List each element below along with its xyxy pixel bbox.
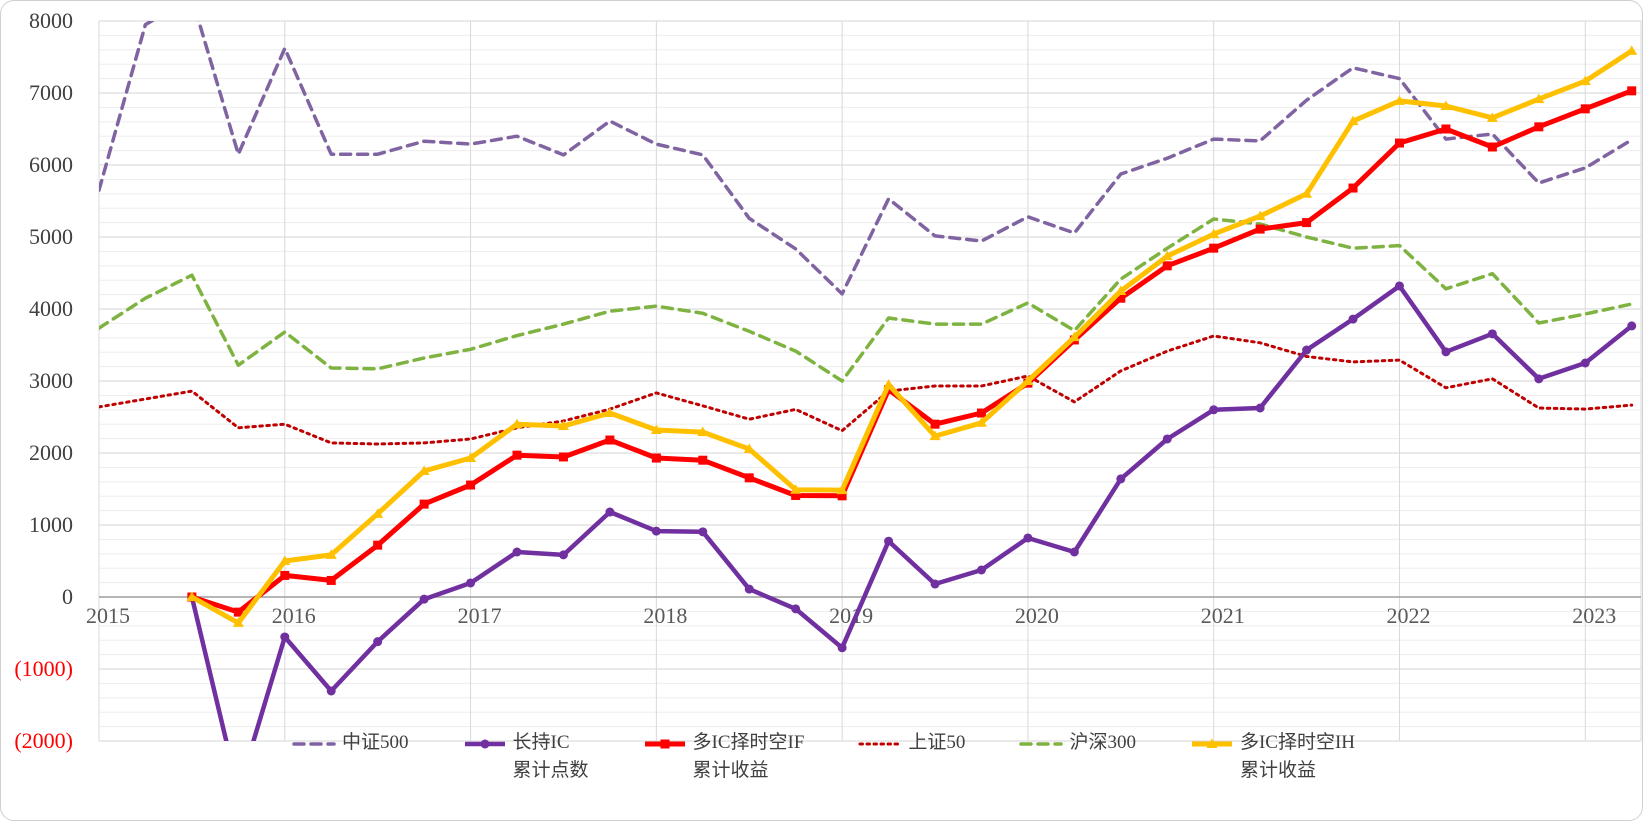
legend-item-csi500: 中证500 [292, 729, 409, 757]
series-ic-ih [186, 45, 1638, 627]
x-axis-labels: 2015 2016 2017 2018 2019 2020 2021 2022 2023 [86, 603, 1616, 628]
y-tick-label: 0 [62, 584, 73, 609]
series-markers-ic-ih [186, 45, 1638, 627]
y-tick-label: 2000 [29, 440, 73, 465]
legend-swatch-long-ic [464, 739, 505, 749]
legend-swatch-ic-if [644, 739, 685, 749]
x-tick-label: 2022 [1386, 603, 1430, 628]
x-tick-label: 2023 [1572, 603, 1616, 628]
legend-item-hs300: 沪深300 [1019, 729, 1136, 757]
y-tick-label: 3000 [29, 368, 73, 393]
x-tick-label: 2017 [458, 603, 502, 628]
series-line-sse50 [99, 334, 1634, 446]
chart-legend: 中证500 长持IC 累计点数 多IC择时空IF 累计收益 上证50 沪深300 多IC择时空… [1, 729, 1645, 785]
series-markers-long-ic [187, 281, 1637, 696]
x-tick-label: 2015 [86, 603, 130, 628]
y-tick-label: 6000 [29, 152, 73, 177]
series-line-ic-if [191, 88, 1633, 615]
legend-swatch-ic-ih [1191, 738, 1232, 748]
legend-item-ic-ih: 多IC择时空IH 累计收益 [1190, 729, 1355, 785]
legend-label-long-ic: 长持IC 累计点数 [512, 732, 589, 781]
series-sse50 [99, 334, 1634, 446]
legend-label-csi500: 中证500 [341, 732, 409, 753]
series-hs300 [99, 217, 1634, 383]
legend-label-sse50: 上证50 [908, 732, 966, 753]
y-tick-label: (1000) [14, 656, 73, 681]
series-ic-if [187, 86, 1637, 617]
legend-swatch-csi500 [292, 742, 336, 746]
series-markers-ic-if [187, 86, 1637, 617]
legend-label-hs300: 沪深300 [1069, 732, 1136, 753]
legend-swatch-sse50 [858, 742, 902, 746]
y-tick-label: 5000 [29, 224, 73, 249]
series-csi500 [99, 21, 1634, 296]
y-tick-label: 7000 [29, 80, 73, 105]
legend-label-ic-if: 多IC择时空IF 累计收益 [692, 732, 805, 781]
x-tick-label: 2020 [1015, 603, 1059, 628]
series-line-long-ic [189, 283, 1634, 741]
y-tick-label: (2000) [14, 728, 73, 753]
legend-swatch-hs300 [1019, 742, 1064, 746]
legend-label-ic-ih: 多IC择时空IH 累计收益 [1239, 732, 1356, 781]
legend-item-ic-if: 多IC择时空IF 累计收益 [643, 729, 805, 785]
legend-item-sse50: 上证50 [858, 729, 965, 757]
y-tick-label: 1000 [29, 512, 73, 537]
y-tick-label: 4000 [29, 296, 73, 321]
x-tick-label: 2021 [1201, 603, 1245, 628]
series-line-csi500 [99, 21, 1634, 296]
legend-item-long-ic: 长持IC 累计点数 [463, 729, 589, 785]
gridlines [98, 20, 1642, 742]
y-axis-labels: 8000 7000 6000 5000 4000 3000 2000 1000 0 (1000) (… [14, 8, 73, 753]
series-line-hs300 [99, 217, 1634, 383]
y-tick-label: 8000 [29, 8, 73, 33]
series-line-ic-ih [190, 48, 1634, 626]
x-tick-label: 2018 [643, 603, 687, 628]
series-long-ic [187, 281, 1637, 741]
x-tick-label: 2016 [272, 603, 316, 628]
